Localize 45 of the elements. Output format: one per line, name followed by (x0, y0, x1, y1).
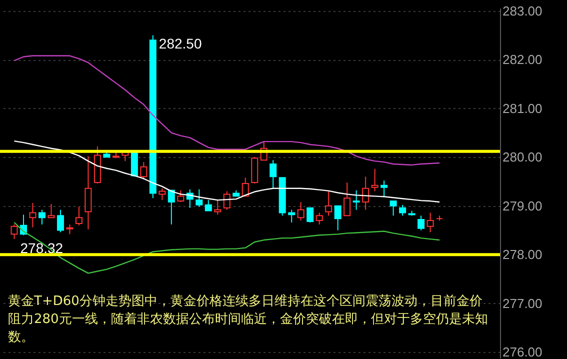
candlestick (48, 203, 55, 218)
candlestick (38, 209, 46, 225)
candlestick (242, 177, 249, 197)
candlestick (426, 212, 434, 233)
candlestick (325, 190, 332, 216)
y-tick-label: 277.00 (502, 296, 542, 311)
y-tick-label: 278.00 (502, 247, 542, 262)
candlestick (316, 212, 323, 225)
candlestick (140, 162, 148, 180)
candlestick (270, 160, 277, 189)
candlestick (84, 156, 92, 230)
candlestick (352, 190, 360, 210)
candlestick (390, 200, 397, 216)
candlestick (223, 190, 230, 210)
candlestick (168, 190, 175, 225)
y-tick-label: 281.00 (502, 100, 542, 116)
candlestick (204, 200, 212, 212)
candlestick (418, 215, 425, 231)
y-tick-label: 276.00 (502, 344, 542, 359)
candlestick (29, 202, 36, 228)
candlestick (75, 206, 82, 226)
candlestick (158, 188, 166, 201)
candlestick (288, 209, 296, 223)
candlestick (399, 204, 406, 216)
annotation: 黄金T+D60分钟走势图中，黄金价格连续多日维持在这个区间震荡波动，目前金价阻力280元一线，随着非农数据公布时间临近，金价突破在即，但对于多空仍是未知数。 (8, 294, 488, 345)
candlestick (10, 224, 18, 240)
y-tick-label: 279.00 (502, 198, 542, 214)
candlestick (380, 180, 388, 197)
candlestick (334, 205, 342, 231)
y-tick-label: 280.00 (502, 150, 542, 165)
candlestick (362, 176, 370, 210)
y-tick-label: 282.00 (502, 52, 542, 68)
candlestick (306, 207, 314, 223)
candlestick (177, 190, 184, 203)
annotation: 282.50 (158, 35, 202, 52)
candlestick (66, 224, 74, 235)
candlestick (371, 168, 378, 192)
candlestick (344, 182, 351, 216)
candlestick (196, 188, 203, 208)
candlestick (297, 202, 304, 222)
candlestick (214, 200, 222, 216)
line-series (14, 222, 440, 274)
y-tick-label: 283.00 (502, 3, 542, 18)
line-series (14, 55, 440, 166)
candlestick (56, 209, 64, 233)
